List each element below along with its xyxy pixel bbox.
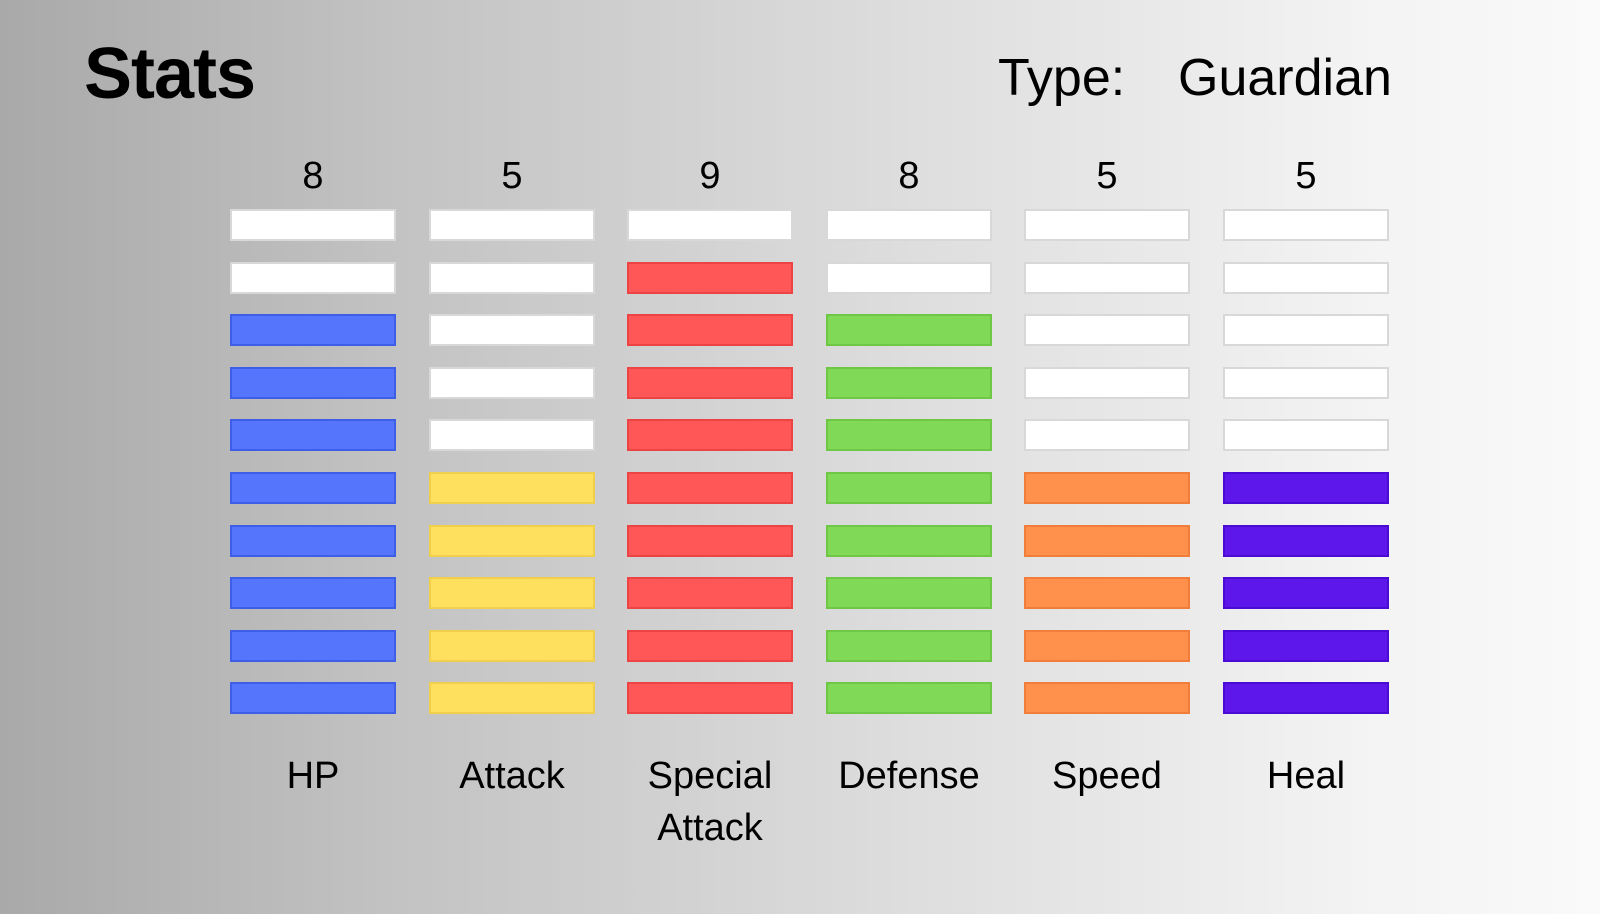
- type-label: Type:: [998, 49, 1126, 107]
- stat-segment-filled: [230, 367, 396, 399]
- stat-segment-filled: [627, 577, 793, 609]
- stat-segment-empty: [1024, 367, 1190, 399]
- stat-segment-filled: [230, 472, 396, 504]
- stat-segment-filled: [230, 525, 396, 557]
- stat-segment-filled: [627, 419, 793, 451]
- stat-segment-filled: [1223, 525, 1389, 557]
- stat-segment-empty: [429, 262, 595, 294]
- stat-segment-filled: [1223, 577, 1389, 609]
- page-title: Stats: [84, 34, 256, 114]
- stat-segment-filled: [230, 630, 396, 662]
- stat-segment-empty: [1024, 262, 1190, 294]
- stat-segment-filled: [429, 577, 595, 609]
- stat-segment-filled: [230, 577, 396, 609]
- stat-segment-filled: [1024, 577, 1190, 609]
- stat-segment-filled: [1024, 525, 1190, 557]
- stat-segment-filled: [429, 630, 595, 662]
- stat-segment-filled: [826, 419, 992, 451]
- stat-segment-empty: [1024, 209, 1190, 241]
- stat-segment-empty: [429, 419, 595, 451]
- stat-segment-empty: [1223, 262, 1389, 294]
- stat-segment-empty: [230, 209, 396, 241]
- stat-label: Special Attack: [647, 755, 773, 849]
- stat-value: 5: [501, 155, 523, 197]
- stat-value: 8: [302, 155, 324, 197]
- stat-segment-empty: [1024, 314, 1190, 346]
- stat-value: 5: [1096, 155, 1118, 197]
- stat-label: Attack: [459, 755, 565, 797]
- stat-value: 8: [898, 155, 920, 197]
- stat-segment-filled: [627, 314, 793, 346]
- type-value: Guardian: [1178, 49, 1392, 107]
- stat-segment-empty: [1223, 209, 1389, 241]
- stat-segment-empty: [429, 314, 595, 346]
- stat-segment-empty: [1024, 419, 1190, 451]
- stat-segment-filled: [826, 314, 992, 346]
- stat-segment-filled: [429, 525, 595, 557]
- stat-segment-filled: [230, 682, 396, 714]
- stat-label: Speed: [1052, 755, 1162, 797]
- stat-segment-empty: [826, 209, 992, 241]
- stat-label: HP: [286, 755, 340, 797]
- stat-segment-filled: [826, 630, 992, 662]
- stat-segment-filled: [826, 577, 992, 609]
- stat-segment-filled: [1223, 472, 1389, 504]
- stat-segment-empty: [429, 367, 595, 399]
- stat-segment-filled: [826, 472, 992, 504]
- stat-segment-empty: [826, 262, 992, 294]
- stat-segment-filled: [627, 682, 793, 714]
- stat-segment-filled: [627, 525, 793, 557]
- stat-label: Heal: [1266, 755, 1346, 797]
- stat-segment-filled: [230, 419, 396, 451]
- stat-segment-empty: [230, 262, 396, 294]
- stat-segment-filled: [826, 525, 992, 557]
- stat-segment-filled: [826, 682, 992, 714]
- stat-segment-filled: [826, 367, 992, 399]
- stat-segment-filled: [230, 314, 396, 346]
- stat-value: 9: [699, 155, 721, 197]
- stat-segment-filled: [429, 472, 595, 504]
- stat-segment-filled: [1223, 630, 1389, 662]
- stat-segment-filled: [1223, 682, 1389, 714]
- stat-segment-filled: [1024, 630, 1190, 662]
- stat-segment-filled: [1024, 682, 1190, 714]
- stat-segment-empty: [1223, 314, 1389, 346]
- stat-segment-filled: [627, 472, 793, 504]
- stat-segment-filled: [627, 367, 793, 399]
- stat-segment-empty: [429, 209, 595, 241]
- stat-label: Defense: [838, 755, 980, 797]
- stat-segment-filled: [1024, 472, 1190, 504]
- stat-segment-empty: [1223, 367, 1389, 399]
- stat-segment-empty: [1223, 419, 1389, 451]
- stat-value: 5: [1295, 155, 1317, 197]
- stat-segment-filled: [627, 630, 793, 662]
- stat-segment-filled: [429, 682, 595, 714]
- stat-segment-empty: [627, 209, 793, 241]
- stat-segment-filled: [627, 262, 793, 294]
